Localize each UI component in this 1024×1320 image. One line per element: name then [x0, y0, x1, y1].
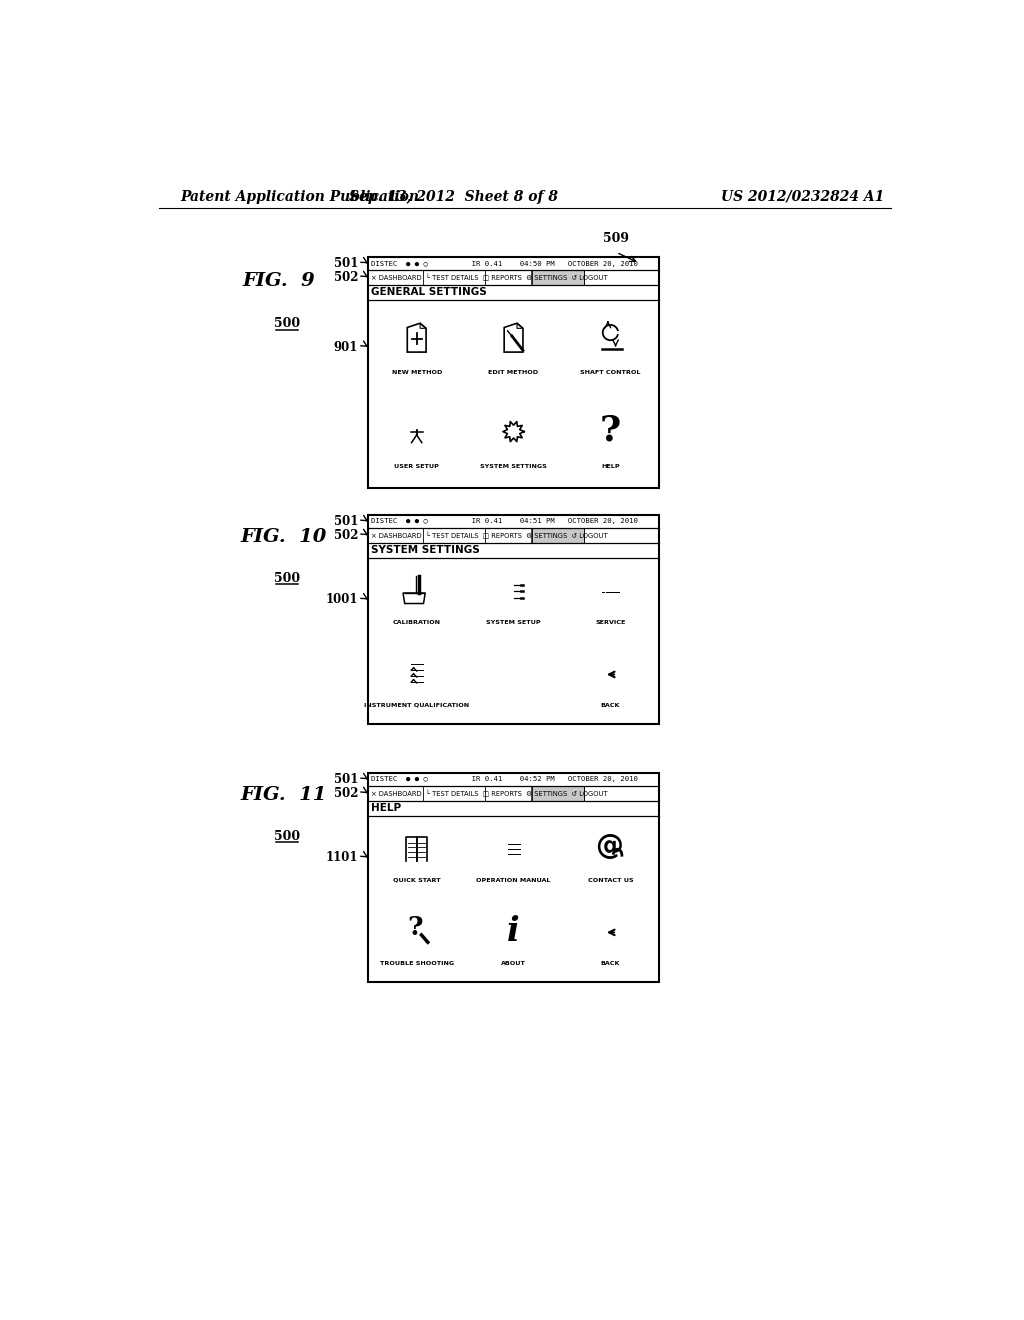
- Text: OPERATION MANUAL: OPERATION MANUAL: [476, 878, 551, 883]
- Text: NEW METHOD: NEW METHOD: [391, 370, 442, 375]
- Text: TROUBLE SHOOTING: TROUBLE SHOOTING: [380, 961, 454, 966]
- Text: 500: 500: [273, 317, 300, 330]
- Text: SYSTEM SETTINGS: SYSTEM SETTINGS: [480, 463, 547, 469]
- Text: US 2012/0232824 A1: US 2012/0232824 A1: [721, 190, 884, 203]
- Bar: [503, 579, 524, 603]
- Bar: [601, 578, 620, 590]
- Text: ?: ?: [600, 413, 622, 447]
- Text: INSTRUMENT QUALIFICATION: INSTRUMENT QUALIFICATION: [365, 702, 469, 708]
- Text: ABOUT: ABOUT: [501, 961, 526, 966]
- Text: Patent Application Publication: Patent Application Publication: [180, 190, 420, 203]
- Text: SERVICE: SERVICE: [595, 619, 626, 624]
- Bar: [369, 774, 658, 982]
- Text: 500: 500: [273, 572, 300, 585]
- Bar: [369, 515, 658, 725]
- Text: 501: 501: [334, 515, 358, 528]
- Text: × DASHBOARD  └ TEST DETAILS  □ REPORTS  ⚙ SETTINGS  ↺ LOGOUT: × DASHBOARD └ TEST DETAILS □ REPORTS ⚙ S…: [371, 532, 607, 539]
- Text: 901: 901: [334, 341, 358, 354]
- Text: 501: 501: [334, 257, 358, 271]
- Text: DISTEC  ● ● ○          IR 0.41    04:52 PM   OCTOBER 20, 2010: DISTEC ● ● ○ IR 0.41 04:52 PM OCTOBER 20…: [371, 776, 638, 783]
- Text: DISTEC  ● ● ○          IR 0.41    04:50 PM   OCTOBER 20, 2010: DISTEC ● ● ○ IR 0.41 04:50 PM OCTOBER 20…: [371, 260, 638, 267]
- Bar: [599, 590, 622, 594]
- Bar: [531, 785, 584, 800]
- Text: 502: 502: [334, 271, 358, 284]
- Text: SYSTEM SETTINGS: SYSTEM SETTINGS: [372, 545, 480, 556]
- Text: DISTEC  ● ● ○          IR 0.41    04:51 PM   OCTOBER 20, 2010: DISTEC ● ● ○ IR 0.41 04:51 PM OCTOBER 20…: [371, 519, 638, 524]
- Text: × DASHBOARD  └ TEST DETAILS  □ REPORTS  ⚙ SETTINGS  ↺ LOGOUT: × DASHBOARD └ TEST DETAILS □ REPORTS ⚙ S…: [371, 789, 607, 797]
- Text: EDIT METHOD: EDIT METHOD: [488, 370, 539, 375]
- Text: 502: 502: [334, 787, 358, 800]
- Text: × DASHBOARD  └ TEST DETAILS  □ REPORTS  ⚙ SETTINGS  ↺ LOGOUT: × DASHBOARD └ TEST DETAILS □ REPORTS ⚙ S…: [371, 273, 607, 281]
- Bar: [406, 660, 428, 689]
- Text: 1101: 1101: [326, 851, 358, 865]
- Text: FIG.  11: FIG. 11: [241, 785, 327, 804]
- Text: GENERAL SETTINGS: GENERAL SETTINGS: [372, 288, 487, 297]
- Text: @: @: [595, 832, 623, 859]
- Text: 509: 509: [603, 231, 630, 244]
- Bar: [531, 271, 584, 285]
- Bar: [504, 837, 523, 862]
- Text: 500: 500: [273, 829, 300, 842]
- Text: i: i: [507, 915, 520, 948]
- Text: USER SETUP: USER SETUP: [394, 463, 439, 469]
- Text: CALIBRATION: CALIBRATION: [392, 619, 440, 624]
- Text: HELP: HELP: [601, 463, 620, 469]
- Text: SHAFT CONTROL: SHAFT CONTROL: [581, 370, 641, 375]
- Text: SYSTEM SETUP: SYSTEM SETUP: [486, 619, 541, 624]
- Text: CONTACT US: CONTACT US: [588, 878, 633, 883]
- Text: BACK: BACK: [601, 702, 621, 708]
- Text: BACK: BACK: [601, 961, 621, 966]
- Text: ?: ?: [408, 915, 423, 940]
- Text: HELP: HELP: [372, 804, 401, 813]
- Text: QUICK START: QUICK START: [393, 878, 440, 883]
- Text: Sep. 13, 2012  Sheet 8 of 8: Sep. 13, 2012 Sheet 8 of 8: [349, 190, 558, 203]
- Text: 502: 502: [334, 529, 358, 541]
- Text: 501: 501: [334, 774, 358, 785]
- Text: 1001: 1001: [326, 593, 358, 606]
- Text: FIG.  10: FIG. 10: [241, 528, 327, 546]
- Bar: [369, 257, 658, 488]
- Text: FIG.  9: FIG. 9: [243, 272, 315, 290]
- Bar: [531, 528, 584, 543]
